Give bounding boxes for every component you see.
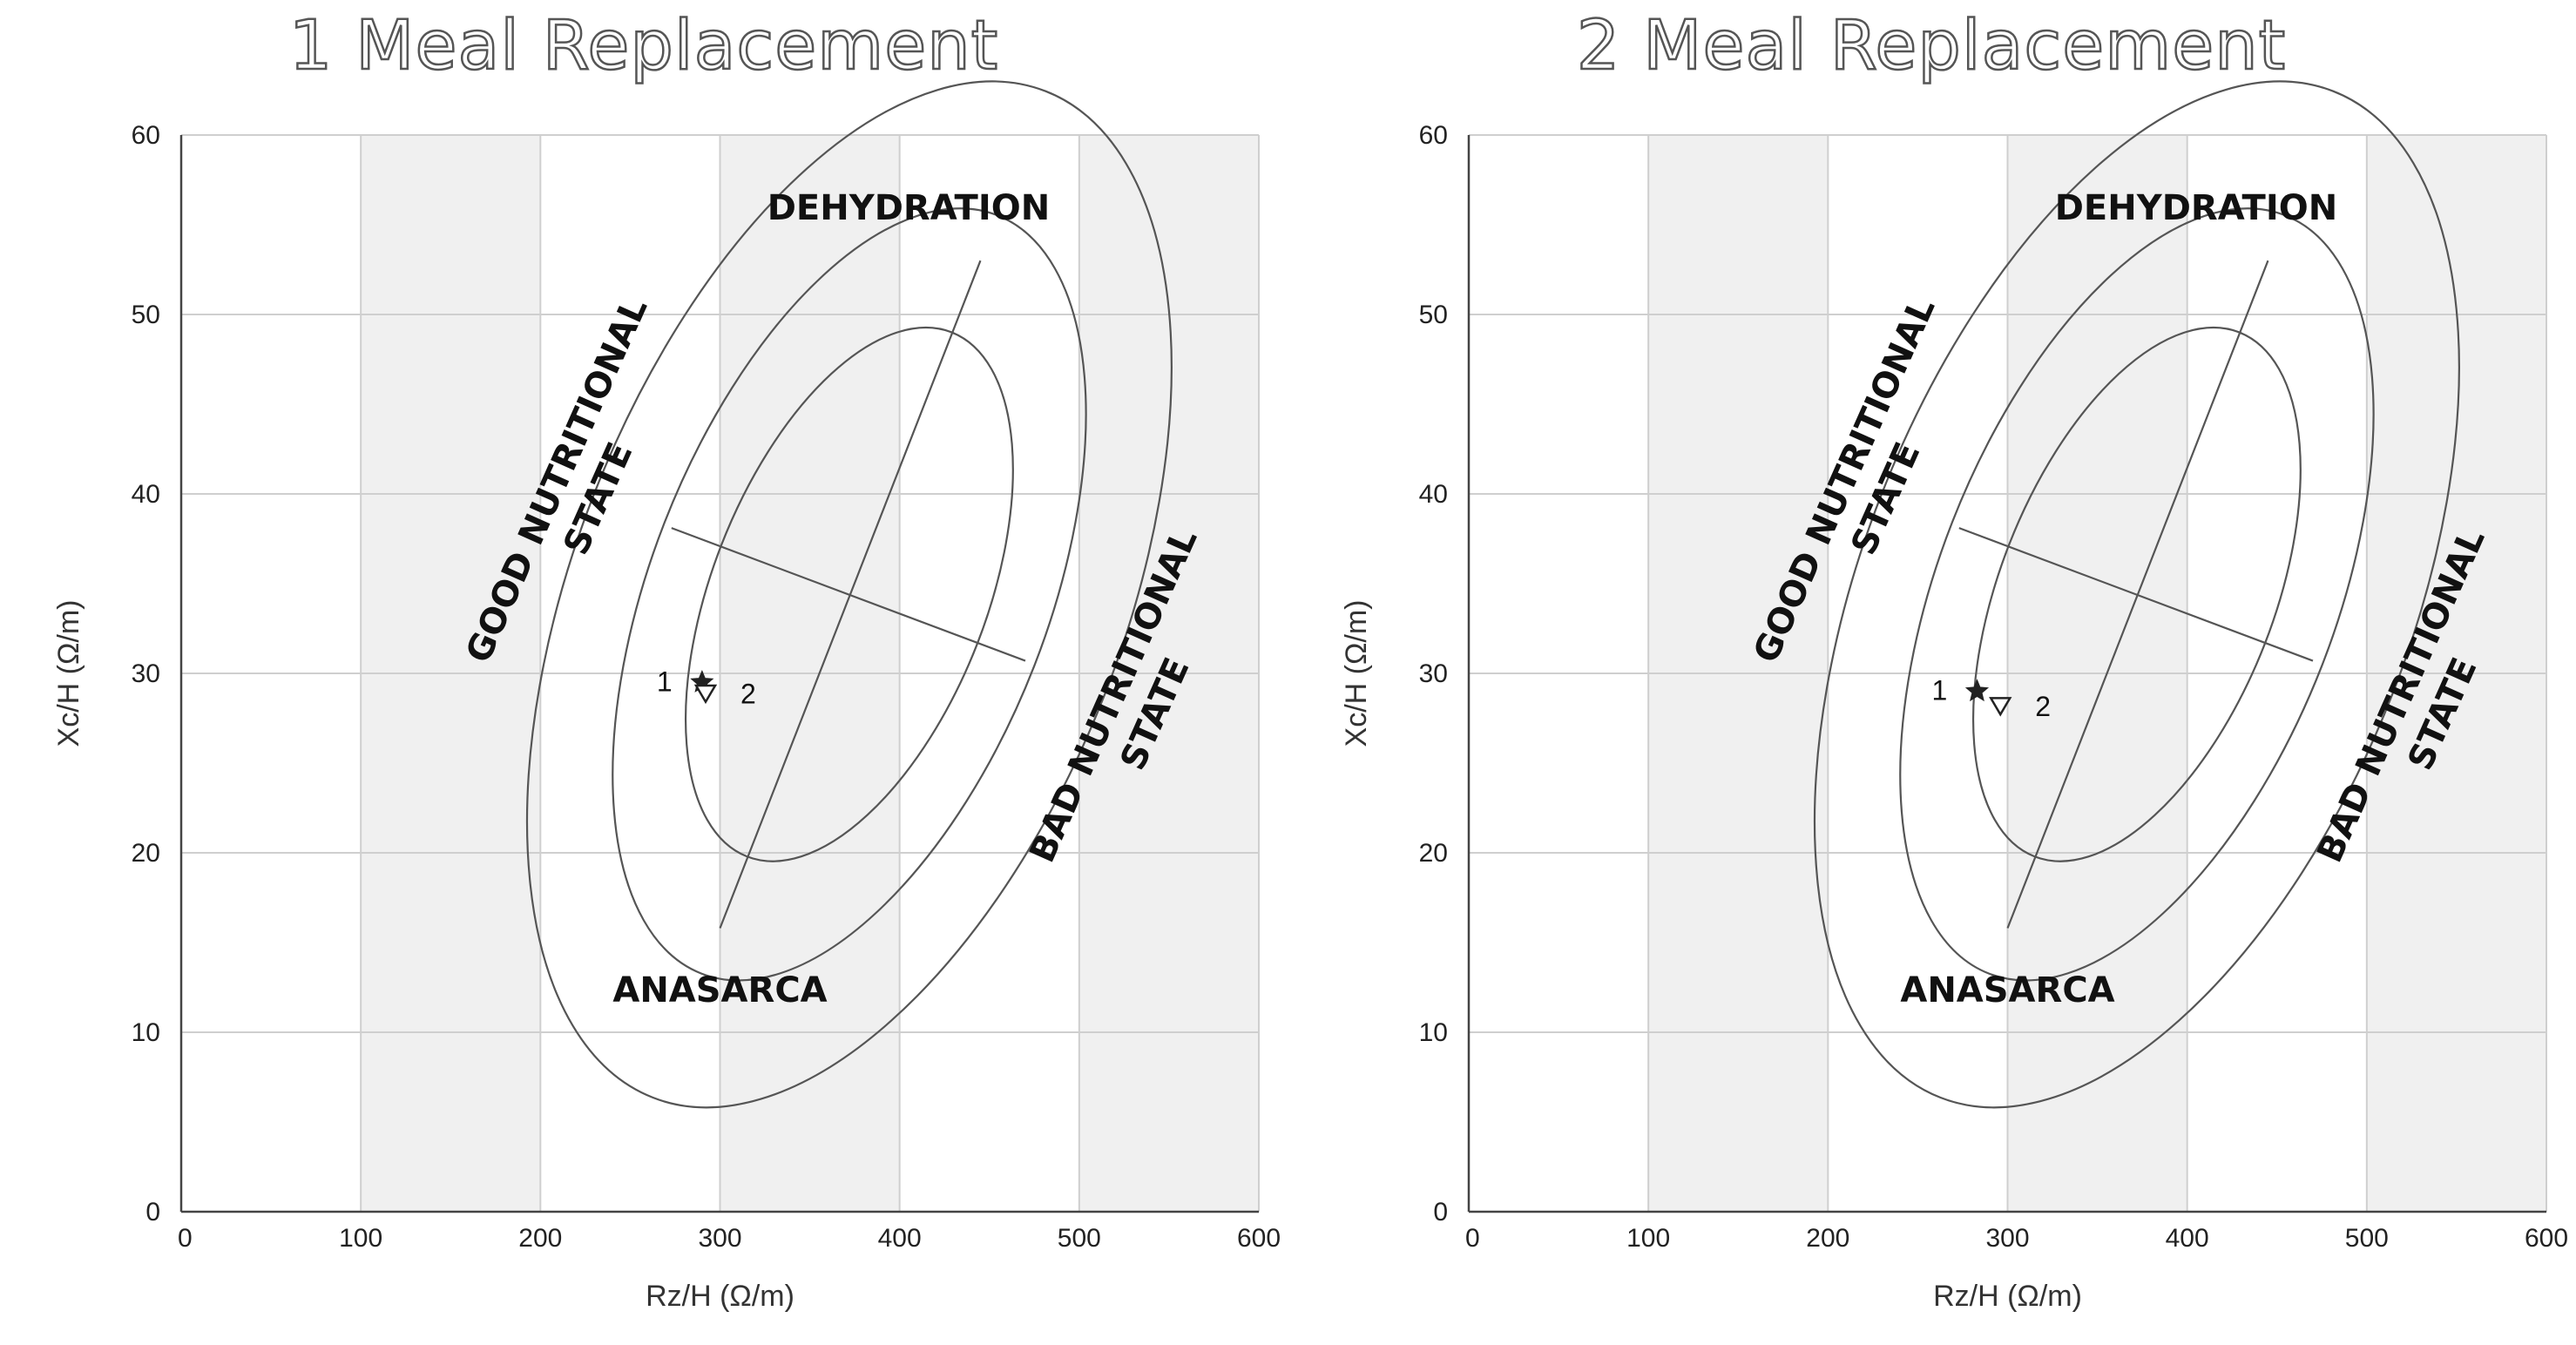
data-point-label: 2 <box>2035 691 2051 722</box>
x-tick-label: 200 <box>518 1224 562 1253</box>
region-label-dehydration: DEHYDRATION <box>2055 188 2337 228</box>
y-tick-label: 60 <box>1419 121 1448 150</box>
y-tick-label: 30 <box>132 659 160 688</box>
data-point-label: 1 <box>1931 675 1947 706</box>
data-point-label: 2 <box>740 679 756 710</box>
y-tick-label: 20 <box>132 839 160 868</box>
x-tick-label: 300 <box>1985 1224 2029 1253</box>
x-axis-title: Rz/H (Ω/m) <box>646 1280 794 1313</box>
data-point-1 <box>1964 679 1990 702</box>
y-tick-label: 60 <box>132 121 160 150</box>
tolerance-ellipse-95pct <box>525 80 1173 1109</box>
chart-panel-2: 2 Meal Replacement 0 100 200 300 400 500 600 0 1… <box>1288 0 2575 1345</box>
chart-title: 1 Meal Replacement <box>288 6 999 87</box>
x-tick-label: 100 <box>1626 1224 1670 1253</box>
y-tick-label: 40 <box>1419 480 1448 509</box>
y-tick-label: 20 <box>1419 839 1448 868</box>
y-tick-label: 0 <box>1433 1198 1448 1227</box>
rxc-graph-1: 0 100 200 300 400 500 600 0 10 20 30 40 50 60 Rz/H (Ω/… <box>52 80 1281 1313</box>
x-tick-label: 100 <box>339 1224 382 1253</box>
data-point-2 <box>1989 697 2012 717</box>
y-tick-label: 10 <box>1419 1018 1448 1047</box>
x-tick-label: 0 <box>178 1224 193 1253</box>
x-tick-label: 600 <box>2525 1224 2568 1253</box>
rxc-graph-2: 0 100 200 300 400 500 600 0 10 20 30 40 50 60 Rz/H (Ω/… <box>1340 80 2568 1313</box>
region-label-anasarca: ANASARCA <box>1900 970 2114 1010</box>
data-point-2 <box>693 684 718 705</box>
minor-axis-line <box>1958 527 2314 662</box>
tolerance-ellipse-75pct <box>612 207 1087 982</box>
x-tick-label: 400 <box>2166 1224 2209 1253</box>
y-axis-title: Xc/H (Ω/m) <box>1340 600 1373 747</box>
x-axis-title: Rz/H (Ω/m) <box>1933 1280 2082 1313</box>
chart-title: 2 Meal Replacement <box>1576 6 2287 87</box>
x-tick-label: 0 <box>1465 1224 1480 1253</box>
x-tick-label: 600 <box>1237 1224 1281 1253</box>
region-label-dehydration: DEHYDRATION <box>767 188 1050 228</box>
chart-panel-1: 1 Meal Replacement 0 100 200 300 400 500 600 0 1… <box>52 6 1281 1313</box>
tolerance-ellipse-75pct <box>1899 207 2375 982</box>
y-tick-label: 30 <box>1419 659 1448 688</box>
y-tick-label: 0 <box>145 1198 160 1227</box>
y-tick-label: 50 <box>1419 301 1448 329</box>
y-axis-title: Xc/H (Ω/m) <box>52 600 85 747</box>
x-tick-label: 200 <box>1806 1224 1849 1253</box>
minor-axis-line <box>671 527 1026 662</box>
x-tick-label: 500 <box>1058 1224 1101 1253</box>
region-label-anasarca: ANASARCA <box>612 970 827 1010</box>
x-tick-label: 400 <box>878 1224 922 1253</box>
x-tick-label: 300 <box>698 1224 741 1253</box>
y-tick-label: 10 <box>132 1018 160 1047</box>
data-point-label: 1 <box>657 666 673 697</box>
x-tick-label: 500 <box>2345 1224 2389 1253</box>
y-tick-label: 40 <box>132 480 160 509</box>
y-tick-label: 50 <box>132 301 160 329</box>
tolerance-ellipse-95pct <box>1813 80 2460 1109</box>
